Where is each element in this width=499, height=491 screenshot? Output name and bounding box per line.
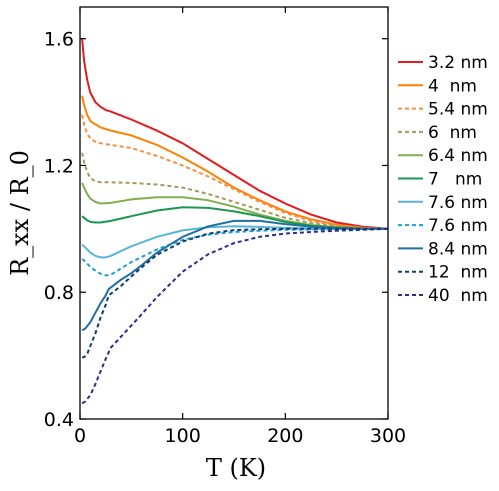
legend-label-4: 6 nm xyxy=(428,123,477,143)
legend-label-9: 8.4 nm xyxy=(428,239,488,259)
series-line-9 xyxy=(81,219,388,332)
y-tick-label: 0.4 xyxy=(44,409,74,431)
y-tick-label: 0.8 xyxy=(44,282,74,304)
legend-label-8: 7.6 nm xyxy=(428,216,488,236)
legend-label-6: 7 nm xyxy=(428,170,482,190)
legend-label-7: 7.6 nm xyxy=(428,193,488,213)
series-lines xyxy=(81,38,389,405)
y-axis-label: R_xx / R_0 xyxy=(6,150,34,276)
y-tick-label: 1.2 xyxy=(44,155,74,177)
series-line-3 xyxy=(81,114,389,230)
plot-area xyxy=(80,7,388,419)
legend-label-10: 12 nm xyxy=(428,263,488,283)
series-line-4 xyxy=(81,152,389,230)
series-line-11 xyxy=(81,227,389,405)
series-line-10 xyxy=(82,227,388,359)
x-tick-label: 200 xyxy=(267,425,303,447)
legend-label-3: 5.4 nm xyxy=(428,100,488,120)
y-tick-label: 1.6 xyxy=(44,29,74,51)
x-tick-label: 300 xyxy=(370,425,406,447)
plot-frame xyxy=(79,6,389,420)
series-line-8 xyxy=(81,227,388,277)
legend-label-1: 3.2 nm xyxy=(428,53,488,73)
x-tick-label: 100 xyxy=(165,425,201,447)
axis-ticks: 0 100 200 300 0.4 0.8 1.2 1.6 xyxy=(44,7,406,447)
x-tick-label: 0 xyxy=(74,425,86,447)
legend-label-5: 6.4 nm xyxy=(428,146,488,166)
series-line-2 xyxy=(81,95,389,230)
legend: 3.2 nm 4 nm 5.4 nm 6 nm 6.4 nm 7 nm 7.6 nm 7.6 … xyxy=(398,53,488,306)
series-line-1 xyxy=(81,38,389,230)
x-axis-label: T (K) xyxy=(206,454,266,482)
legend-label-2: 4 nm xyxy=(428,76,477,96)
legend-label-11: 40 nm xyxy=(428,286,488,306)
